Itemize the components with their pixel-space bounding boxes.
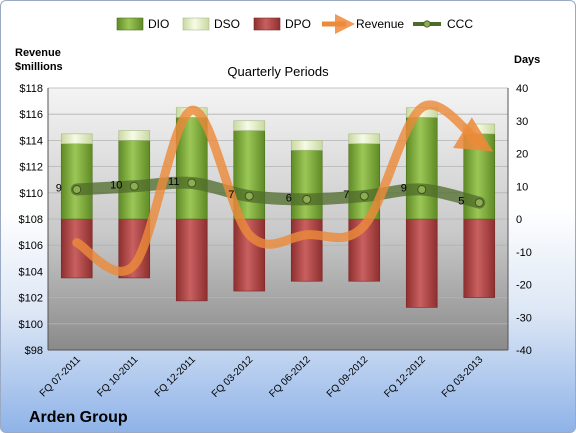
right-tick-label: -10 [516, 247, 532, 259]
legend-item-dpo: DPO [253, 17, 311, 31]
legend-marker-ccc [423, 20, 431, 28]
ccc-data-label: 7 [343, 189, 349, 201]
category-label: FQ 10-2011 [95, 354, 140, 399]
category-label: FQ 06-2012 [267, 354, 313, 400]
category-label: FQ 09-2012 [325, 354, 371, 400]
left-tick-label: $110 [19, 188, 43, 200]
ccc-point [129, 181, 139, 191]
revenue-arrow [72, 100, 494, 276]
right-tick-label: 10 [516, 181, 528, 193]
right-tick-label: 0 [516, 214, 522, 226]
ccc-point [474, 198, 484, 208]
bar-dio [60, 143, 93, 220]
left-tick-label: $108 [19, 214, 43, 226]
ccc-data-label: 10 [110, 179, 122, 191]
legend-label-dio: DIO [148, 17, 169, 31]
right-axis-title: Days [514, 54, 540, 66]
bar-dio [290, 149, 323, 220]
left-tick-label: $102 [19, 293, 43, 305]
ccc-point [302, 194, 312, 204]
bar-dso [60, 133, 93, 144]
bar-dso [233, 120, 266, 131]
left-tick-label: $104 [19, 266, 43, 278]
left-axis-title-line2: $millions [15, 61, 63, 73]
right-tick-label: 20 [516, 149, 528, 161]
ccc-data-label: 9 [56, 183, 62, 195]
bar-dso [118, 130, 151, 141]
ccc-point [72, 185, 82, 195]
legend-label-revenue: Revenue [356, 17, 404, 31]
left-tick-label: $100 [19, 319, 43, 331]
left-tick-label: $114 [19, 135, 43, 147]
legend-label-dso: DSO [214, 17, 240, 31]
legend-swatch-dpo [253, 17, 281, 31]
bar-dso [348, 133, 381, 144]
category-label: FQ 03-2012 [210, 354, 256, 400]
series-lines: 9 10 11 7 6 7 9 5 [56, 100, 494, 276]
ccc-point [244, 191, 254, 201]
left-tick-label: $106 [19, 240, 43, 252]
legend: DIO DSO DPO Revenue CCC [116, 14, 473, 34]
right-tick-label: -30 [516, 312, 532, 324]
right-tick-label: 30 [516, 116, 528, 128]
bar-dpo [405, 218, 438, 308]
legend-label-dpo: DPO [285, 17, 311, 31]
category-label: FQ 07-2011 [38, 354, 83, 399]
bars [60, 107, 496, 308]
legend-label-ccc: CCC [447, 17, 473, 31]
left-axis-title-line1: Revenue [15, 47, 61, 59]
category-label: FQ 03-2013 [440, 354, 486, 400]
ccc-data-label: 7 [228, 189, 234, 201]
right-tick-label: -40 [516, 345, 532, 357]
ccc-data-label: 11 [168, 176, 179, 188]
ccc-data-label: 9 [401, 183, 407, 195]
legend-item-ccc: CCC [413, 17, 473, 31]
legend-item-dio: DIO [116, 17, 169, 31]
company-name: Arden Group [29, 409, 128, 426]
right-tick-label: 40 [516, 83, 528, 95]
ccc-data-label: 5 [458, 196, 464, 208]
right-tick-label: -20 [516, 280, 532, 292]
bar-dpo [290, 218, 323, 282]
legend-swatch-dio [116, 17, 144, 31]
category-label: FQ 12-2012 [382, 354, 428, 400]
ccc-line [70, 176, 486, 209]
ccc-point [417, 185, 427, 195]
bar-dso [290, 140, 323, 151]
left-tick-label: $118 [19, 83, 43, 95]
left-tick-label: $112 [19, 162, 43, 174]
chart-title: Quarterly Periods [227, 64, 329, 79]
legend-swatch-dso [182, 17, 210, 31]
left-tick-label: $116 [19, 109, 43, 121]
left-tick-label: $98 [25, 345, 43, 357]
ccc-point [187, 178, 197, 188]
bar-dpo [175, 218, 208, 302]
bar-dio [405, 117, 438, 220]
category-label: FQ 12-2011 [153, 354, 198, 399]
legend-item-revenue: Revenue [322, 14, 404, 34]
ccc-data-label: 6 [286, 192, 292, 204]
ccc-point [359, 191, 369, 201]
bar-dpo [463, 218, 496, 298]
legend-item-dso: DSO [182, 17, 240, 31]
